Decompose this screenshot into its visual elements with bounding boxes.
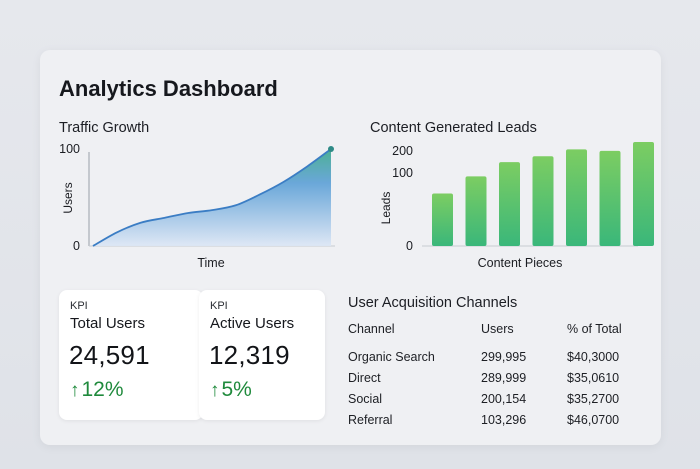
channel-cell: Organic Search [348,349,435,364]
channel-cell: Direct [348,370,381,385]
column-header: Users [481,322,514,336]
arrow-up-icon: ↑ [210,380,220,401]
channel-cell: Referral [348,412,393,427]
arrow-up-icon: ↑ [70,380,80,401]
traffic-series-line [92,148,332,247]
traffic-end-point [328,146,334,152]
leads-bar [532,156,554,246]
leads-y-tick-label: 100 [392,166,413,180]
content-leads-chart: 0 100 200 Leads Content Pieces [379,142,654,270]
kpi-value: 12,319 [209,340,290,370]
traffic-y-label: Users [61,182,75,213]
page-title: Analytics Dashboard [59,76,278,101]
channels-table-title: User Acquisition Channels [348,295,518,311]
traffic-growth-chart: 0 100 Users Time [59,142,335,270]
percent-cell: $35,2700 [567,391,620,406]
traffic-chart-title: Traffic Growth [59,120,150,136]
leads-y-label: Leads [379,192,393,225]
leads-bar [566,149,587,246]
kpi-change: ↑5% [210,378,252,402]
leads-y-tick-label: 200 [392,144,413,158]
table-row: Referral 103,296 $46,0700 [348,409,647,430]
kpi-tag: KPI [210,300,228,312]
kpi-card-active-users: KPI Active Users 12,319 ↑5% [199,290,325,420]
channel-cell: Social [348,391,383,406]
leads-y-tick-label: 0 [406,239,413,253]
leads-bar [499,162,520,246]
channels-table: Channel Users % of Total Organic Search … [348,322,647,430]
percent-cell: $46,0700 [567,412,620,427]
kpi-tag: KPI [70,300,88,312]
kpi-card-total-users: KPI Total Users 24,591 ↑12% [59,290,203,420]
leads-bar [432,193,453,246]
kpi-change-value: 12% [81,378,124,401]
users-cell: 299,995 [481,349,527,364]
users-cell: 289,999 [481,370,527,385]
table-row: Direct 289,999 $35,0610 [348,367,647,388]
kpi-change-value: 5% [221,378,252,401]
kpi-value: 24,591 [69,340,150,370]
table-row: Social 200,154 $35,2700 [348,388,647,409]
kpi-label: Total Users [70,315,146,332]
column-header: Channel [348,322,395,336]
traffic-y-tick-label: 0 [73,239,80,253]
table-row: Organic Search 299,995 $40,3000 [348,346,647,367]
users-cell: 200,154 [481,391,527,406]
leads-bar [465,176,487,246]
column-header: % of Total [567,322,622,336]
kpi-change: ↑12% [70,378,124,402]
percent-cell: $40,3000 [567,349,620,364]
traffic-x-label: Time [197,256,224,270]
leads-x-label: Content Pieces [478,256,563,270]
dashboard-panel: Analytics Dashboard Traffic Growth 0 100 … [40,50,661,445]
table-header-row: Channel Users % of Total [348,322,647,346]
leads-bar [599,150,621,246]
percent-cell: $35,0610 [567,370,620,385]
users-cell: 103,296 [481,412,527,427]
traffic-y-tick-label: 100 [59,142,80,156]
traffic-area [93,149,331,246]
kpi-label: Active Users [210,315,295,332]
leads-chart-title: Content Generated Leads [370,120,537,136]
leads-bar [633,142,654,246]
